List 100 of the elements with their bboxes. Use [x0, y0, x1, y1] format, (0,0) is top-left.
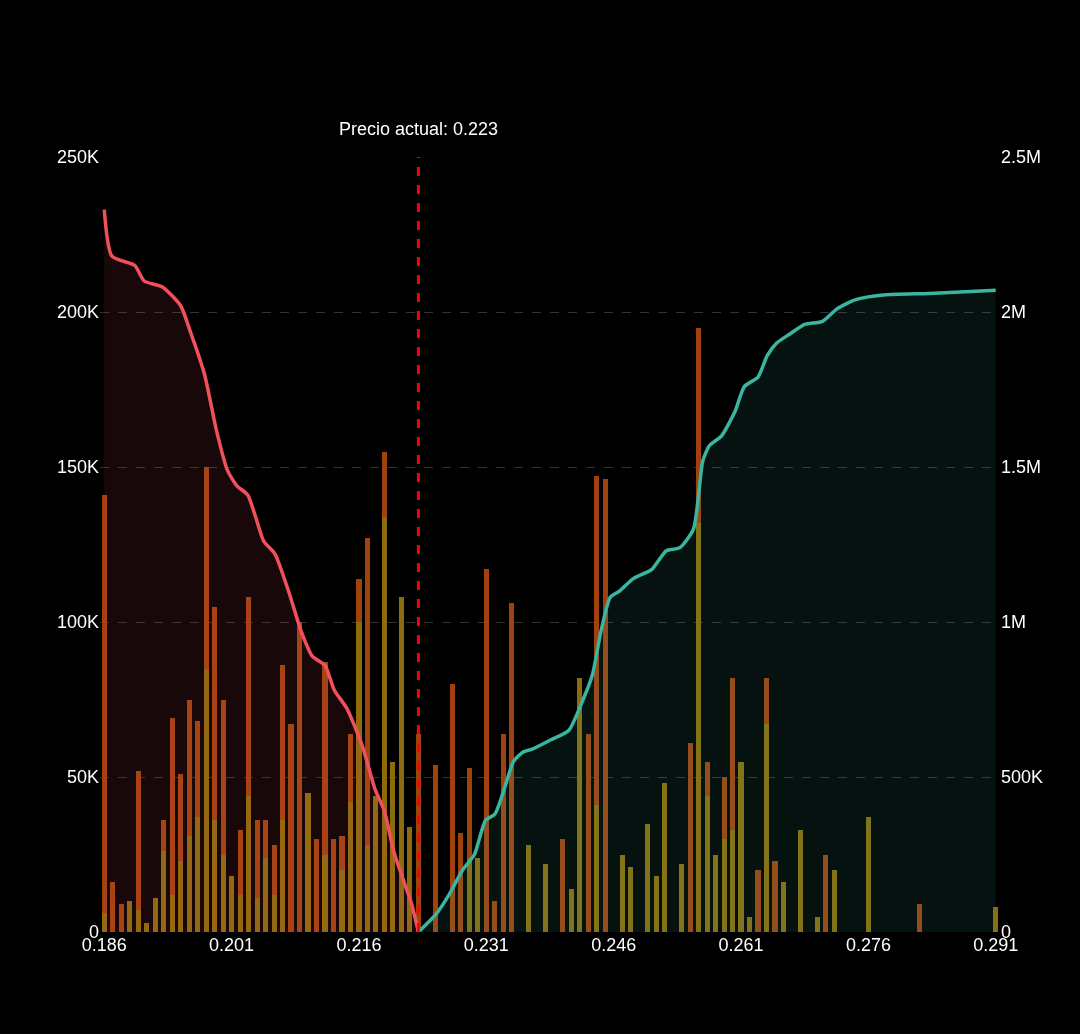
bar [221, 855, 226, 932]
bar [339, 836, 345, 870]
bar [823, 855, 828, 932]
bar [730, 678, 735, 830]
bar [136, 771, 141, 910]
bar [781, 882, 786, 932]
bar [365, 845, 370, 932]
bar [577, 678, 582, 932]
bar [161, 851, 166, 932]
bar [764, 678, 769, 724]
bar [645, 824, 650, 932]
y-tick-label: 200K [56, 302, 99, 323]
bar [815, 917, 820, 932]
bar [195, 721, 200, 817]
bar [501, 734, 506, 932]
bar [467, 858, 472, 932]
bar [339, 870, 345, 932]
bar [543, 864, 548, 932]
bar [722, 839, 727, 932]
y-tick-label: 150K [56, 457, 99, 478]
x-tick-label: 0.276 [845, 935, 891, 955]
bar [212, 607, 217, 820]
bar [722, 777, 727, 839]
bar [654, 876, 659, 932]
bar [356, 579, 362, 622]
bar [305, 793, 311, 932]
bar [764, 724, 769, 932]
bar [144, 923, 149, 932]
bar [187, 836, 192, 932]
bar [288, 724, 294, 932]
bar [170, 718, 175, 895]
bar [204, 669, 209, 932]
y-tick-label: 250K [56, 147, 99, 168]
bar [272, 895, 277, 932]
x-tick-label: 0.246 [591, 935, 637, 955]
bar [119, 904, 124, 932]
bar [263, 820, 268, 858]
bar [730, 830, 735, 932]
y2-tick-label: 500K [1001, 767, 1044, 788]
bar [212, 820, 217, 932]
bar [747, 917, 752, 932]
bar [798, 830, 803, 932]
bar [229, 876, 234, 932]
bar [696, 523, 701, 932]
bar [187, 700, 192, 836]
bar [255, 820, 260, 898]
x-tick-label: 0.231 [463, 935, 509, 955]
bar [127, 901, 132, 932]
bar [161, 820, 166, 851]
bar [348, 802, 353, 932]
bar [382, 517, 387, 932]
x-tick-label: 0.201 [209, 935, 255, 955]
bar [569, 889, 574, 932]
bar [255, 898, 260, 932]
bar [484, 569, 489, 932]
bar [603, 479, 608, 932]
bar [458, 833, 463, 932]
bar [238, 895, 243, 932]
bar [628, 867, 633, 932]
bar [738, 762, 744, 932]
bar [136, 910, 141, 932]
bar [993, 907, 998, 932]
bar [832, 870, 837, 932]
bar [772, 861, 778, 932]
bar [246, 796, 251, 932]
bar [467, 768, 472, 858]
y2-tick-label: 2.5M [1001, 147, 1042, 168]
bar [348, 734, 353, 802]
bar [263, 858, 268, 932]
bar [102, 913, 107, 932]
bar [382, 452, 387, 517]
bar [594, 476, 599, 805]
bar [526, 845, 531, 932]
y2-tick-label: 1.5M [1001, 457, 1042, 478]
y-tick-label: 100K [56, 612, 99, 633]
x-tick-label: 0.216 [336, 935, 382, 955]
bar [178, 861, 183, 932]
bar [331, 839, 336, 932]
bar [620, 855, 625, 932]
bar [238, 830, 243, 895]
bar [322, 855, 328, 932]
bar [314, 839, 319, 932]
bar [509, 603, 514, 932]
bar [475, 858, 480, 932]
bar [866, 817, 871, 932]
bar [102, 495, 107, 913]
bar [662, 783, 667, 932]
bar [365, 538, 370, 845]
bar [373, 796, 378, 932]
bar [272, 845, 277, 895]
bar [153, 898, 158, 932]
bar [204, 467, 209, 669]
bar [322, 662, 328, 855]
bar [170, 895, 175, 932]
bar [356, 622, 362, 932]
y2-tick-label: 1M [1001, 612, 1027, 633]
bar [755, 870, 761, 932]
bar [246, 597, 251, 796]
bar [450, 684, 455, 932]
bar [705, 762, 710, 796]
